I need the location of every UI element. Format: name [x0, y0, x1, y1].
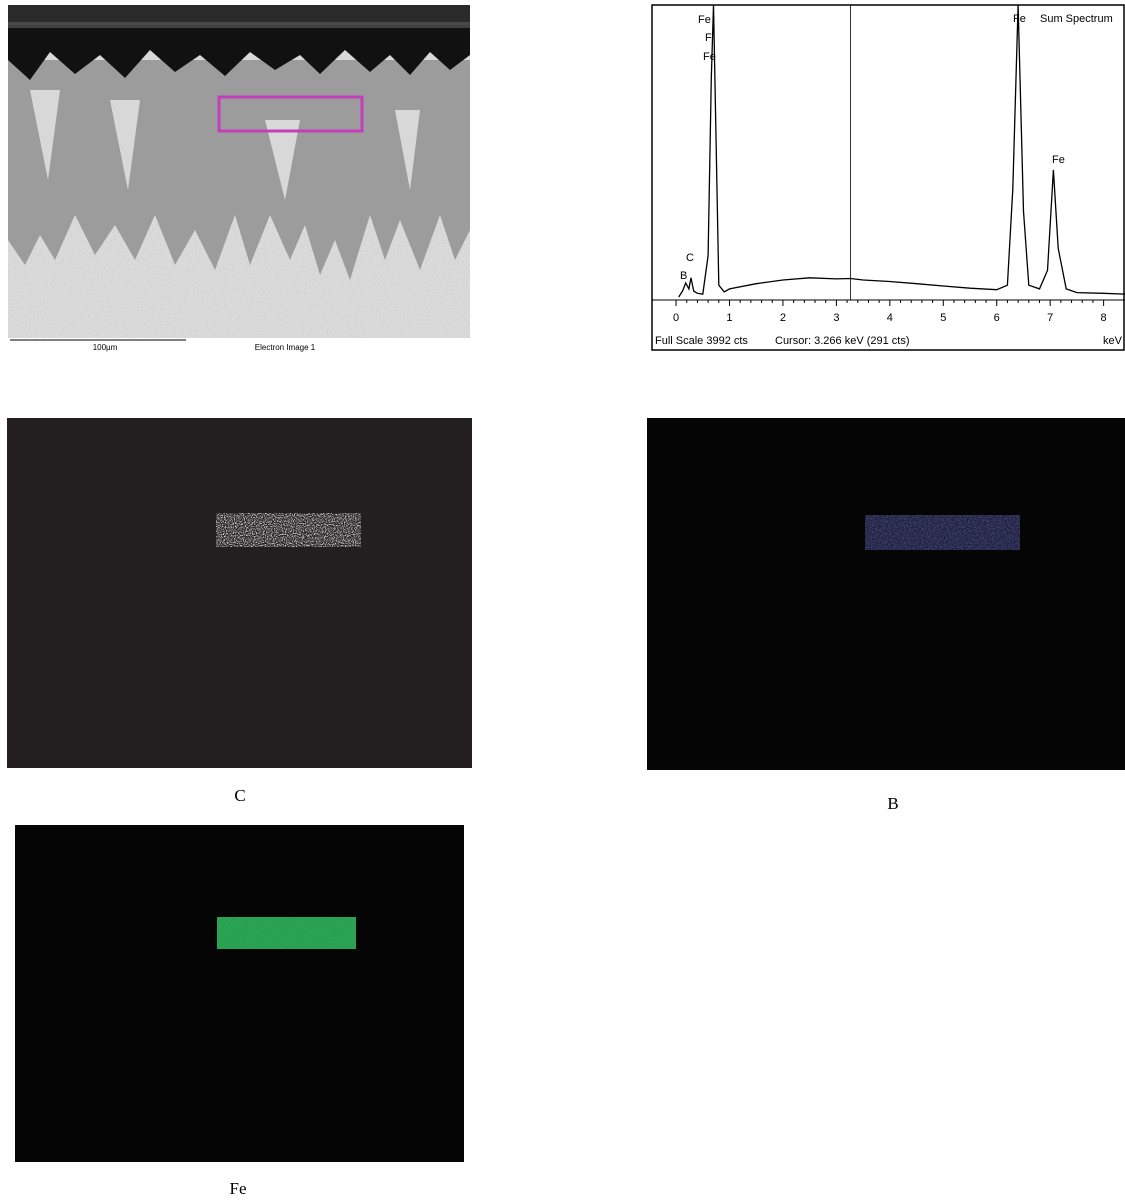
map-label: C [234, 786, 245, 805]
peak-label: B [680, 270, 687, 282]
peak-label: Fe [1052, 154, 1065, 166]
peak-label: Fe [698, 14, 711, 26]
scale-bar-label: 100µm [93, 343, 118, 352]
full-scale: Full Scale 3992 cts [655, 335, 748, 347]
figure: 100µm Electron Image 1 012345678FeFFeCBF… [0, 0, 1125, 1203]
x-unit: keV [1103, 335, 1123, 347]
peak-label: F [705, 32, 712, 44]
map-c [7, 418, 472, 768]
peak-label: C [686, 252, 694, 264]
map-fe-signal-noise [217, 917, 356, 949]
spectrum-title: Sum Spectrum [1040, 13, 1113, 25]
map-b [647, 418, 1125, 770]
x-tick-label: 3 [833, 312, 839, 324]
peak-label: Fe [703, 51, 716, 63]
image-caption: Electron Image 1 [255, 343, 316, 352]
x-tick-label: 5 [940, 312, 946, 324]
cursor-value: 3.266 [814, 335, 842, 347]
map-b-signal [865, 515, 1020, 550]
map-fe [15, 825, 464, 1162]
x-tick-label: 6 [994, 312, 1000, 324]
x-tick-label: 4 [887, 312, 893, 324]
sem-image [8, 5, 470, 338]
cursor-readout: Cursor: 3.266 keV (291 cts) [775, 335, 910, 347]
x-tick-label: 1 [726, 312, 732, 324]
cursor-label: Cursor: [775, 335, 811, 347]
map-label: Fe [230, 1179, 247, 1198]
x-tick-label: 8 [1101, 312, 1107, 324]
x-tick-label: 2 [780, 312, 786, 324]
peak-label: Fe [1013, 13, 1026, 25]
cursor-counts: keV (291 cts) [845, 335, 910, 347]
map-label: B [887, 794, 898, 813]
x-tick-label: 7 [1047, 312, 1053, 324]
map-c-signal [216, 513, 361, 547]
x-tick-label: 0 [673, 312, 679, 324]
